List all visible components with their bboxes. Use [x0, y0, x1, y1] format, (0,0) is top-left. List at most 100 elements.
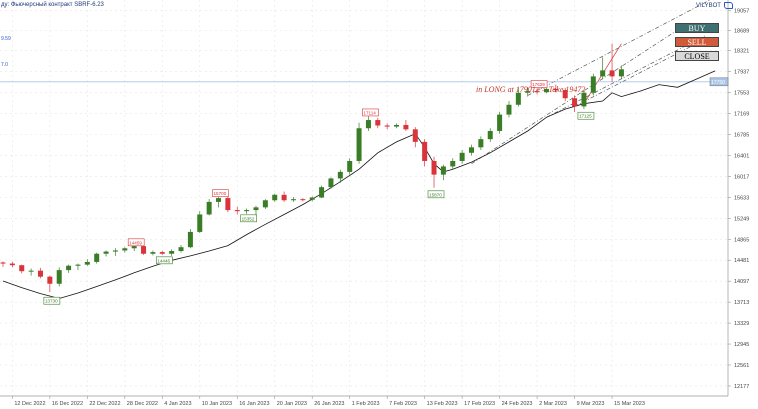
- price-tick-label: 17553: [734, 91, 749, 97]
- candle-body: [384, 125, 390, 127]
- candle: [103, 250, 109, 257]
- candle: [478, 136, 484, 151]
- swing-marker-box: [362, 108, 379, 117]
- candle-body: [94, 253, 100, 262]
- time-tick-label: 15 Mar 2023: [614, 401, 645, 407]
- candle: [28, 268, 34, 276]
- time-tick-label: 26 Jan 2023: [314, 401, 344, 407]
- swing-marker-box: [240, 214, 257, 223]
- candle-body: [234, 210, 240, 212]
- candle: [169, 249, 175, 256]
- brand-label: VILYBOT: [696, 2, 733, 9]
- buy-button[interactable]: BUY: [675, 23, 719, 33]
- price-tick-label: 13713: [734, 300, 749, 306]
- time-tick-label: 10 Jan 2023: [202, 401, 232, 407]
- candle: [534, 88, 540, 95]
- price-axis: 19057 18689 18321 17937 17553 17169 16785 16401…: [727, 0, 749, 396]
- current-price-tag: 17750: [709, 77, 729, 87]
- sell-button[interactable]: SELL: [675, 37, 719, 47]
- price-tick-label: 14097: [734, 279, 749, 285]
- candle: [47, 275, 53, 292]
- candle-body: [244, 210, 250, 212]
- swing-marker-box: [43, 296, 61, 305]
- candle: [66, 264, 72, 273]
- candle: [159, 251, 165, 255]
- candle-body: [375, 120, 381, 126]
- candle-body: [572, 98, 578, 107]
- candle-body: [543, 88, 549, 93]
- candle-body: [187, 231, 193, 248]
- price-tick-label: 12561: [734, 363, 749, 369]
- candle-body: [28, 270, 34, 272]
- trade-annotation: in LONG at 17901=> Take 19472: [476, 85, 586, 94]
- candle-body: [469, 147, 474, 153]
- price-tick-label: 14481: [734, 258, 749, 264]
- swing-marker-label: 17629: [532, 82, 545, 87]
- swing-marker: 14459: [127, 238, 145, 247]
- candle: [384, 123, 390, 130]
- candle: [197, 211, 203, 234]
- candle: [497, 111, 503, 134]
- current-price-tag-box: [709, 77, 729, 87]
- swing-marker: 17114: [362, 108, 379, 117]
- candle: [150, 250, 156, 256]
- candle-body: [253, 207, 259, 211]
- candle-body: [319, 187, 325, 198]
- time-tick-label: 9 Mar 2023: [577, 401, 605, 407]
- candle: [187, 229, 193, 249]
- candle: [9, 261, 15, 268]
- swing-marker-label: 15870: [429, 192, 442, 197]
- time-tick-label: 16 Jan 2023: [239, 401, 269, 407]
- close-button[interactable]: CLOSE: [675, 51, 719, 61]
- swing-marker-box: [530, 80, 548, 88]
- candle-body: [440, 166, 446, 175]
- candle-body: [347, 160, 353, 172]
- candle-body: [450, 160, 456, 167]
- instrument-label: ду: Фьючерсный контракт SBRF-6.23: [1, 2, 104, 8]
- candle: [394, 123, 400, 129]
- candle-body: [0, 262, 6, 264]
- candles-group: [0, 43, 624, 292]
- candle: [356, 122, 362, 164]
- candle-body: [534, 91, 540, 93]
- time-tick-label: 24 Feb 2023: [502, 401, 533, 407]
- candle: [206, 199, 212, 216]
- candle: [543, 87, 549, 94]
- candle-body: [337, 171, 343, 179]
- swing-marker-box: [155, 256, 173, 265]
- candle: [459, 150, 465, 164]
- swing-marker-label: 17114: [363, 110, 376, 115]
- time-axis: 12 Dec 2022 16 Dec 2022 22 Dec 2022 28 Dec …: [0, 395, 728, 407]
- left-value-tag: 9.59: [1, 36, 11, 42]
- price-tick-label: 12945: [734, 342, 749, 348]
- price-tick-label: 19057: [734, 9, 749, 15]
- channel-line: [527, 0, 711, 96]
- price-tick-label: 15633: [734, 195, 749, 201]
- candle-body: [262, 200, 268, 208]
- time-tick-label: 28 Dec 2022: [127, 401, 158, 407]
- time-tick-label: 20 Jan 2023: [277, 401, 307, 407]
- candle-body: [590, 76, 596, 93]
- candle: [375, 117, 381, 129]
- candle: [422, 139, 428, 167]
- channel-line: [546, 35, 706, 118]
- swing-marker-label: 14446: [157, 258, 170, 263]
- indicator-line: [2, 70, 716, 299]
- candle: [328, 177, 334, 189]
- candle: [412, 127, 418, 148]
- horizontal-levels: [0, 81, 728, 83]
- time-tick-label: 13 Feb 2023: [427, 401, 458, 407]
- candle: [37, 267, 43, 279]
- swing-marker: 17629: [530, 80, 548, 88]
- candle: [337, 169, 343, 183]
- candle: [347, 158, 353, 175]
- current-price-tag-label: 17750: [711, 80, 725, 86]
- time-tick-label: 4 Jan 2023: [164, 401, 191, 407]
- candle: [572, 95, 578, 112]
- candle-body: [328, 178, 334, 188]
- swing-marker-label: 14459: [129, 240, 142, 245]
- candle-body: [600, 70, 606, 77]
- price-tick-label: 18321: [734, 49, 749, 55]
